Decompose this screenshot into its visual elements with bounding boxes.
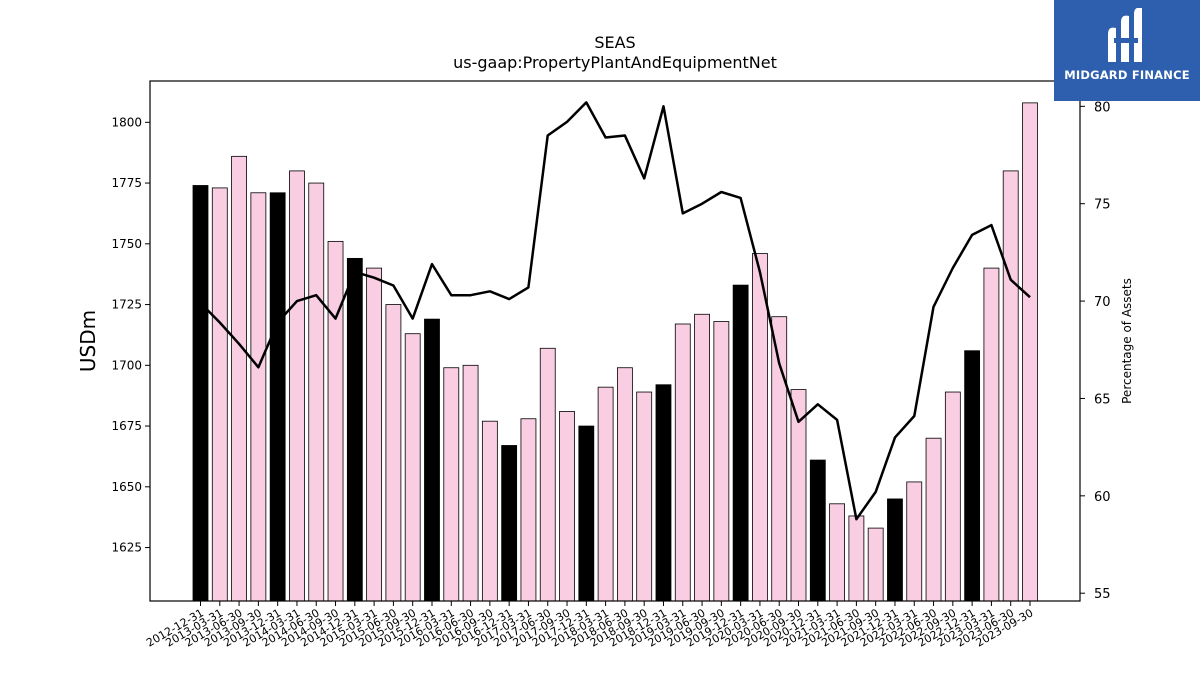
y-right-tick-label: 70	[1094, 295, 1111, 310]
bar-2019-12-31	[732, 284, 749, 602]
percentage-line	[199, 101, 1031, 521]
y-axis-left: 1625 1650 1675 1700 1725 1750 1775 1800	[111, 115, 150, 555]
brand-mark-icon	[1108, 8, 1142, 63]
plot-frame	[149, 80, 1081, 602]
bar-2020-12-31	[809, 459, 826, 602]
bar-2014-12-31	[346, 257, 363, 602]
bar-2012-12-31	[192, 185, 209, 602]
bar-2014-06-30	[308, 182, 325, 602]
y-axis-right: 55 60 65 70 75 80	[1080, 100, 1111, 602]
bar-2023-09-30	[1022, 102, 1038, 602]
bar-2023-06-30	[1002, 170, 1019, 602]
bar-2016-12-31	[501, 445, 518, 602]
bar-2018-12-31	[655, 384, 672, 602]
y-tick-label: 1800	[111, 115, 142, 129]
bar-2015-09-30	[404, 333, 421, 602]
bar-2019-09-30	[713, 321, 730, 602]
y-tick-label: 1650	[111, 480, 142, 494]
bar-2020-03-31	[752, 253, 768, 602]
bar-2019-03-31	[674, 323, 691, 602]
y-axis-label: USDm	[76, 310, 100, 372]
bar-2016-09-30	[481, 420, 498, 602]
bar-2021-12-31	[887, 498, 903, 602]
bar-2018-03-31	[597, 386, 614, 602]
bar-2014-03-31	[289, 170, 305, 602]
y-tick-label: 1775	[111, 176, 142, 190]
bar-2016-03-31	[443, 367, 460, 602]
bar-2017-09-30	[559, 411, 575, 602]
y-axis-right-label: Percentage of Assets	[1120, 278, 1134, 404]
bar-2013-06-30	[231, 155, 247, 602]
y-tick-label: 1700	[111, 358, 142, 372]
bar-2022-03-31	[906, 481, 923, 602]
bar-2017-03-31	[520, 418, 537, 602]
y-right-tick-label: 75	[1094, 198, 1111, 213]
bar-2019-06-30	[694, 313, 710, 602]
bar-2017-12-31	[578, 425, 595, 602]
bar-2022-12-31	[964, 350, 981, 602]
bar-series	[192, 102, 1038, 602]
chart-subtitle: us-gaap:PropertyPlantAndEquipmentNet	[453, 53, 777, 72]
bar-2015-03-31	[366, 267, 383, 602]
bar-2015-12-31	[424, 318, 440, 602]
y-tick-label: 1675	[111, 419, 142, 433]
bar-2022-06-30	[925, 437, 942, 602]
bar-2015-06-30	[385, 304, 402, 602]
bar-2013-09-30	[250, 192, 267, 602]
bar-2013-12-31	[269, 192, 286, 602]
chart-title: SEAS	[594, 33, 635, 52]
y-tick-label: 1725	[111, 298, 142, 312]
y-right-tick-label: 60	[1094, 490, 1111, 505]
bar-2014-09-30	[327, 240, 344, 602]
y-right-tick-label: 65	[1094, 392, 1111, 407]
x-axis: 2012-12-312013-03-312013-06-302013-09-30…	[144, 601, 1036, 650]
bar-2022-09-30	[944, 391, 961, 602]
y-tick-label: 1625	[111, 541, 142, 555]
bar-2016-06-30	[462, 364, 479, 602]
bar-2023-03-31	[983, 267, 1000, 602]
y-right-tick-label: 80	[1094, 100, 1111, 115]
bar-2017-06-30	[539, 347, 556, 602]
brand-name: MIDGARD FINANCE	[1064, 68, 1190, 82]
bar-2018-06-30	[616, 367, 633, 602]
y-right-tick-label: 55	[1094, 587, 1111, 602]
y-tick-label: 1750	[111, 237, 142, 251]
brand-logo: MIDGARD FINANCE	[1054, 0, 1200, 101]
bar-2021-06-30	[848, 515, 865, 602]
bar-2021-03-31	[829, 503, 845, 602]
bar-2021-09-30	[867, 527, 884, 602]
bar-2018-09-30	[636, 391, 653, 602]
bar-2013-03-31	[211, 187, 228, 602]
